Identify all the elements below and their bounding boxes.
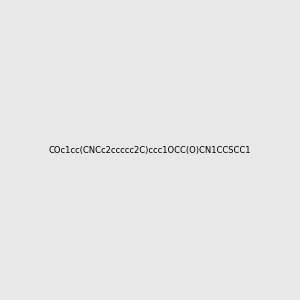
Text: COc1cc(CNCc2ccccc2C)ccc1OCC(O)CN1CCSCC1: COc1cc(CNCc2ccccc2C)ccc1OCC(O)CN1CCSCC1 xyxy=(49,146,251,154)
